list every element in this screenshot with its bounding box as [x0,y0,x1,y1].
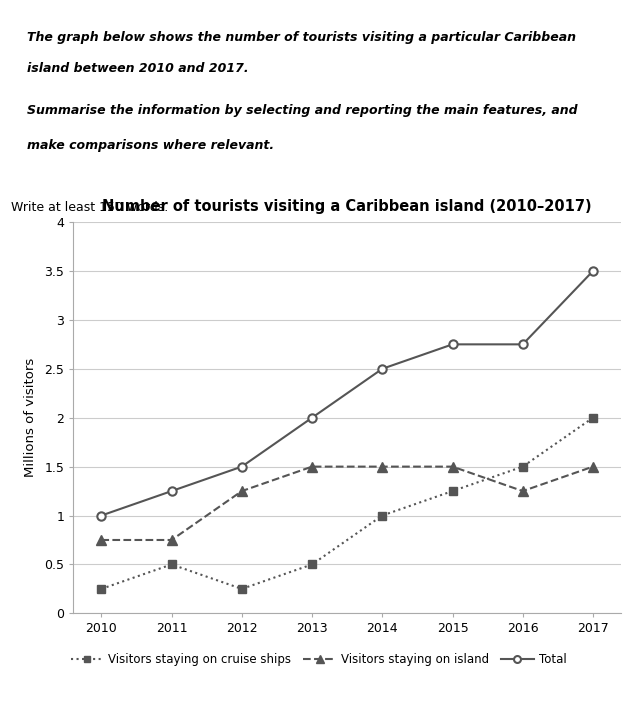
Text: Summarise the information by selecting and reporting the main features, and: Summarise the information by selecting a… [27,104,578,117]
Text: island between 2010 and 2017.: island between 2010 and 2017. [27,62,248,75]
Legend: Visitors staying on cruise ships, Visitors staying on island, Total: Visitors staying on cruise ships, Visito… [66,649,571,671]
Title: Number of tourists visiting a Caribbean island (2010–2017): Number of tourists visiting a Caribbean … [103,199,592,214]
Text: The graph below shows the number of tourists visiting a particular Caribbean: The graph below shows the number of tour… [27,31,576,44]
Text: Write at least 150 words.: Write at least 150 words. [11,202,169,214]
Text: make comparisons where relevant.: make comparisons where relevant. [27,140,274,152]
Y-axis label: Millions of visitors: Millions of visitors [24,358,38,477]
